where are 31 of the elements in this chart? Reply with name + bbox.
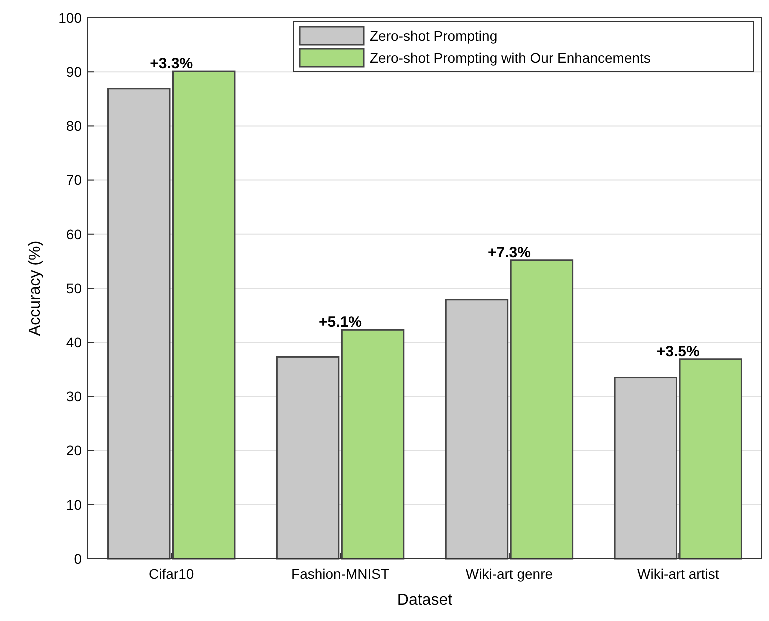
annotation: +3.3% bbox=[150, 56, 194, 73]
bar bbox=[108, 88, 171, 560]
y-tick-label: 90 bbox=[66, 64, 82, 80]
y-tick-label: 20 bbox=[66, 442, 82, 459]
y-tick-label: 50 bbox=[66, 280, 82, 296]
y-tick-label: 30 bbox=[66, 388, 82, 405]
y-tick-label: 0 bbox=[74, 550, 82, 567]
y-tick-label: 10 bbox=[66, 496, 82, 513]
x-tick-label: Fashion-MNIST bbox=[292, 566, 390, 582]
y-tick-label: 100 bbox=[58, 10, 82, 26]
bar bbox=[445, 299, 509, 560]
annotation: +5.1% bbox=[319, 314, 362, 332]
bar bbox=[172, 70, 236, 560]
x-axis-title: Dataset bbox=[397, 592, 454, 609]
bar bbox=[679, 358, 742, 560]
annotation: +3.5% bbox=[656, 343, 700, 360]
bar bbox=[341, 329, 405, 560]
bar bbox=[614, 377, 678, 560]
x-tick-label: Cifar10 bbox=[149, 566, 194, 582]
bar bbox=[510, 260, 574, 560]
x-tick-label: Wiki-art artist bbox=[638, 566, 720, 582]
legend-label: Zero-shot Prompting bbox=[370, 28, 498, 44]
annotation: +7.3% bbox=[488, 244, 531, 262]
y-tick-label: 60 bbox=[66, 226, 82, 242]
legend-label: Zero-shot Prompting with Our Enhancements bbox=[370, 50, 651, 66]
y-tick-label: 80 bbox=[66, 118, 82, 134]
y-tick-label: 40 bbox=[66, 334, 82, 350]
x-tick-label: Wiki-art genre bbox=[466, 566, 554, 582]
y-axis-title: Accuracy (%) bbox=[27, 240, 44, 336]
bar bbox=[276, 356, 340, 560]
y-tick-label: 70 bbox=[66, 172, 82, 188]
